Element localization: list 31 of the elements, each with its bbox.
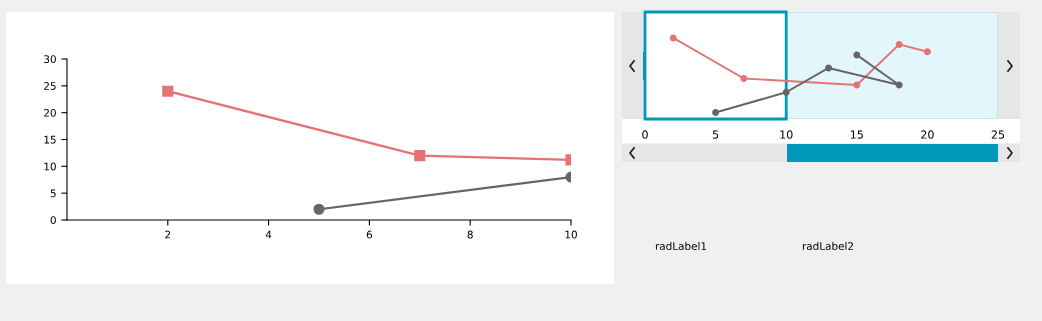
x-tick-label: 4 xyxy=(265,230,272,239)
point xyxy=(669,34,677,42)
point xyxy=(853,51,861,59)
y-tick-label: 0 xyxy=(50,216,56,225)
y-tick-label: 20 xyxy=(44,108,56,117)
point xyxy=(825,64,833,72)
point xyxy=(162,85,174,97)
x-tick-label: 10 xyxy=(565,230,577,239)
point xyxy=(895,40,903,48)
point xyxy=(414,150,426,162)
x-tick-label: 10 xyxy=(780,130,793,139)
x-tick-label: 8 xyxy=(467,230,473,239)
point xyxy=(782,88,790,96)
x-tick-label: 20 xyxy=(921,130,934,139)
x-tick-label: 0 xyxy=(642,130,648,139)
point xyxy=(712,109,720,116)
point xyxy=(895,81,903,89)
x-tick-label: 5 xyxy=(712,130,719,139)
y-tick-label: 10 xyxy=(44,162,56,171)
point xyxy=(740,74,748,82)
point xyxy=(853,81,861,89)
y-tick-label: 30 xyxy=(44,55,56,64)
text: radLabel1 xyxy=(655,241,707,251)
y-tick-label: 25 xyxy=(44,82,56,90)
y-tick-label: 5 xyxy=(50,189,56,198)
text: radLabel2 xyxy=(802,241,853,251)
point xyxy=(923,48,931,56)
x-tick-label: 15 xyxy=(850,130,863,139)
x-tick-label: 6 xyxy=(366,230,373,239)
x-tick-label: 25 xyxy=(991,130,1005,139)
x-tick-label: 2 xyxy=(165,230,171,239)
